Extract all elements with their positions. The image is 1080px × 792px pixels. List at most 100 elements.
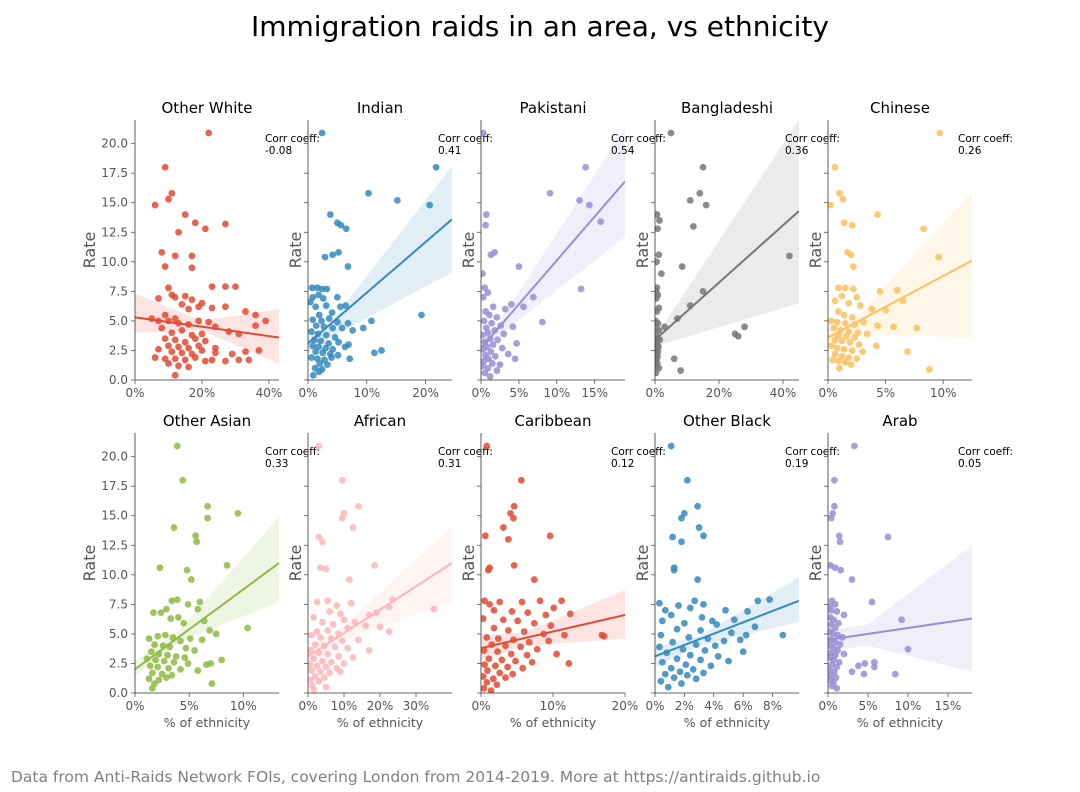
data-point bbox=[192, 532, 200, 540]
data-point bbox=[485, 311, 493, 319]
data-point bbox=[317, 337, 325, 345]
data-point bbox=[312, 303, 320, 311]
data-point bbox=[501, 305, 509, 313]
data-point bbox=[174, 613, 182, 621]
data-point bbox=[835, 532, 843, 540]
data-point bbox=[851, 334, 858, 341]
data-point bbox=[168, 348, 176, 356]
data-point bbox=[218, 656, 226, 664]
data-point bbox=[481, 615, 487, 622]
data-point bbox=[689, 665, 697, 673]
data-point bbox=[184, 660, 192, 667]
data-point bbox=[673, 655, 681, 663]
x-tick-label: 10% bbox=[230, 699, 257, 713]
confidence-band bbox=[828, 545, 972, 672]
data-point bbox=[187, 576, 195, 583]
data-point bbox=[347, 599, 355, 607]
data-point bbox=[834, 284, 842, 292]
data-point bbox=[349, 654, 357, 661]
y-tick-label: 20.0 bbox=[101, 137, 128, 151]
data-point bbox=[741, 323, 748, 331]
data-point bbox=[158, 248, 166, 256]
corr-label: Corr coeff: bbox=[785, 133, 840, 145]
data-point bbox=[831, 624, 839, 632]
data-point bbox=[206, 626, 214, 634]
data-point bbox=[664, 683, 672, 691]
data-point bbox=[151, 201, 159, 209]
data-point bbox=[520, 628, 528, 635]
y-axis-label: Rate bbox=[633, 545, 652, 582]
data-point bbox=[222, 220, 229, 228]
data-point bbox=[698, 613, 706, 621]
data-point bbox=[697, 626, 704, 634]
data-point bbox=[308, 284, 316, 292]
data-point bbox=[828, 514, 835, 522]
data-point bbox=[692, 641, 700, 648]
data-point bbox=[328, 354, 335, 361]
x-tick-label: 20% bbox=[189, 386, 216, 400]
data-point bbox=[173, 442, 181, 450]
data-point bbox=[488, 360, 496, 367]
data-point bbox=[318, 129, 326, 137]
y-tick-label: 10.0 bbox=[101, 255, 128, 269]
data-point bbox=[326, 608, 333, 615]
data-point bbox=[904, 645, 912, 653]
data-point bbox=[720, 637, 728, 645]
x-tick-label: 5% bbox=[858, 699, 877, 713]
data-point bbox=[744, 608, 751, 615]
corr-label: Corr coeff: bbox=[785, 446, 840, 458]
data-point bbox=[496, 361, 504, 369]
data-point bbox=[378, 347, 385, 354]
data-point bbox=[694, 502, 702, 510]
corr-value: 0.05 bbox=[958, 458, 981, 470]
data-point bbox=[558, 597, 566, 605]
data-point bbox=[318, 285, 326, 293]
data-point bbox=[868, 598, 876, 606]
x-tick-label: 0% bbox=[471, 386, 490, 400]
data-point bbox=[180, 619, 188, 627]
data-point bbox=[154, 632, 162, 640]
x-tick-label: 0% bbox=[298, 386, 317, 400]
y-tick-label: 15.0 bbox=[101, 509, 128, 523]
data-point bbox=[310, 686, 318, 693]
data-point bbox=[481, 270, 486, 278]
x-tick-label: 40% bbox=[256, 386, 283, 400]
data-point bbox=[680, 619, 688, 627]
data-point bbox=[198, 330, 206, 338]
confidence-band bbox=[655, 120, 799, 378]
data-point bbox=[655, 369, 660, 377]
data-point bbox=[242, 308, 249, 315]
data-point bbox=[161, 631, 169, 639]
data-point bbox=[739, 648, 747, 656]
data-point bbox=[324, 597, 332, 605]
y-axis-label: Rate bbox=[286, 232, 305, 269]
data-point bbox=[565, 660, 573, 667]
data-point bbox=[333, 602, 341, 609]
x-tick-label: 15% bbox=[581, 386, 608, 400]
data-point bbox=[502, 642, 509, 650]
data-point bbox=[323, 285, 331, 293]
data-point bbox=[172, 652, 180, 660]
data-point bbox=[165, 360, 172, 367]
data-point bbox=[936, 129, 944, 137]
data-point bbox=[171, 355, 179, 363]
data-point bbox=[831, 350, 839, 358]
data-point bbox=[208, 283, 216, 291]
data-point bbox=[162, 674, 170, 682]
data-point bbox=[262, 317, 270, 325]
data-point bbox=[393, 196, 401, 204]
confidence-band bbox=[135, 293, 279, 364]
data-point bbox=[329, 324, 337, 332]
corr-label: Corr coeff: bbox=[265, 133, 320, 145]
data-point bbox=[742, 631, 750, 639]
data-point bbox=[320, 674, 328, 682]
data-point bbox=[338, 637, 346, 645]
data-point bbox=[904, 348, 911, 356]
data-point bbox=[853, 355, 861, 363]
data-point bbox=[517, 476, 525, 484]
data-point bbox=[670, 674, 678, 682]
corr-value: -0.08 bbox=[265, 145, 292, 157]
data-point bbox=[152, 656, 159, 664]
data-point bbox=[520, 303, 527, 311]
data-point bbox=[517, 643, 524, 651]
